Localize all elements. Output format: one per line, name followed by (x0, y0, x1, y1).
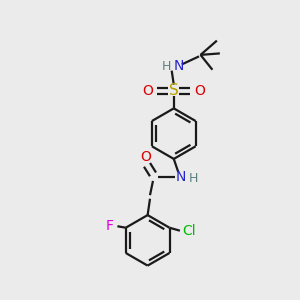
Text: O: O (194, 84, 206, 98)
Text: H: H (162, 60, 171, 73)
Text: F: F (105, 219, 113, 233)
Text: Cl: Cl (182, 224, 196, 238)
Text: N: N (174, 58, 184, 73)
Text: O: O (140, 149, 151, 164)
Text: S: S (169, 83, 179, 98)
Text: H: H (189, 172, 198, 185)
Text: O: O (142, 84, 153, 98)
Text: N: N (176, 170, 186, 184)
